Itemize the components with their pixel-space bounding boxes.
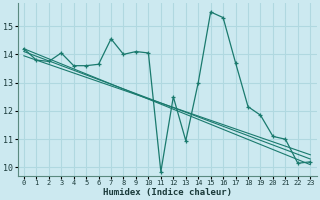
X-axis label: Humidex (Indice chaleur): Humidex (Indice chaleur) (103, 188, 232, 197)
